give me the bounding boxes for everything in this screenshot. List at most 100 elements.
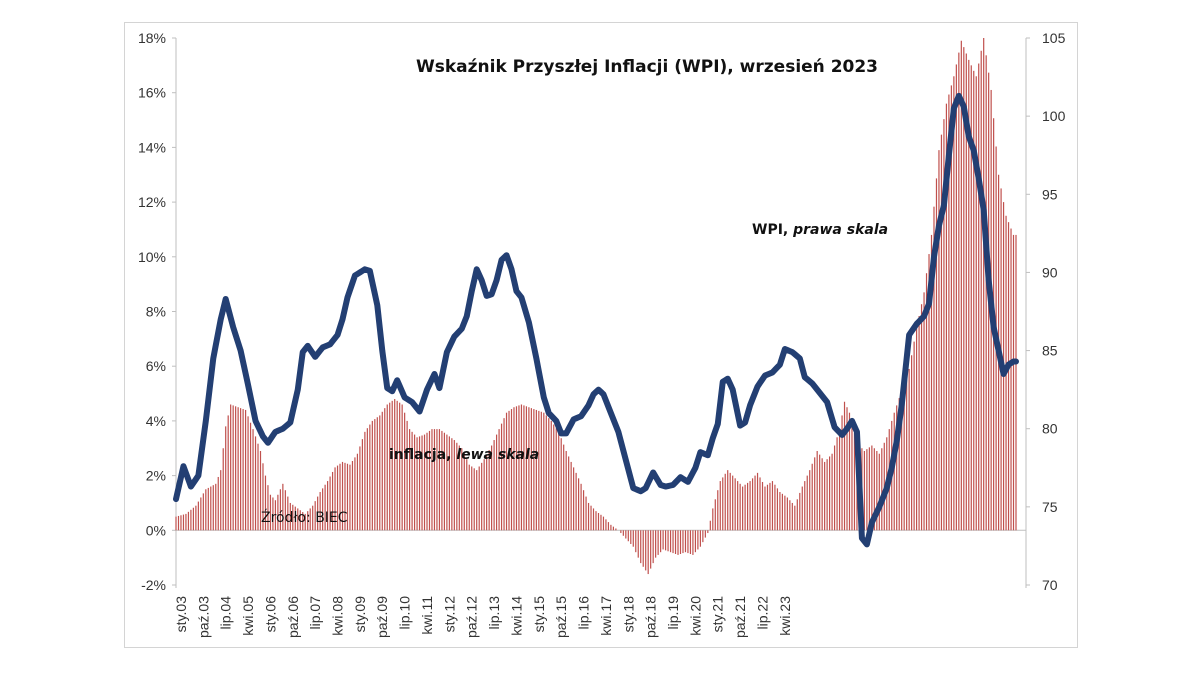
inflation-bar — [391, 400, 393, 531]
inflation-bar — [963, 47, 965, 531]
right-axis-ticks: 70 75 80 85 90 95 100 105 — [1026, 30, 1066, 593]
inflation-bar — [515, 406, 518, 531]
inflation-bar — [901, 390, 903, 531]
left-tick-label: 8% — [146, 304, 166, 320]
inflation-bar — [197, 501, 199, 531]
inflation-bar — [585, 496, 587, 531]
inflation-bar — [727, 470, 729, 531]
inflation-bar — [851, 422, 853, 531]
x-tick-label: lip.19 — [665, 596, 681, 630]
inflation-bar — [602, 516, 605, 531]
inflation-bar — [764, 486, 766, 531]
inflation-bar — [505, 412, 508, 531]
inflation-bar — [796, 499, 798, 531]
x-tick-label: kwi.17 — [598, 596, 614, 636]
inflation-bar — [339, 463, 341, 531]
inflation-bar — [677, 530, 679, 555]
inflation-bar — [945, 103, 948, 531]
inflation-bar — [640, 530, 642, 564]
inflation-bar — [426, 432, 428, 531]
inflation-bar — [336, 465, 339, 531]
inflation-bar — [428, 430, 431, 531]
inflation-bars — [175, 38, 1017, 575]
inflation-bar — [235, 406, 237, 531]
inflation-bar — [314, 501, 316, 531]
inflation-bar — [607, 522, 610, 531]
inflation-bar — [195, 505, 197, 531]
inflation-bar — [960, 40, 962, 531]
inflation-bar — [824, 461, 826, 531]
inflation-bar — [284, 490, 286, 531]
inflation-bar — [968, 59, 970, 531]
right-tick-label: 85 — [1042, 343, 1058, 359]
inflation-bar — [463, 453, 465, 531]
x-tick-label: paź.09 — [374, 596, 390, 638]
inflation-bar — [207, 487, 209, 531]
inflation-bar — [513, 407, 515, 531]
inflation-bar — [399, 402, 401, 531]
inflation-bar — [632, 530, 634, 547]
inflation-bar — [729, 472, 731, 531]
inflation-bar — [655, 530, 657, 558]
inflation-bar — [669, 530, 672, 553]
inflation-bar — [406, 420, 408, 531]
inflation-bar — [180, 515, 182, 531]
inflation-bar — [906, 376, 908, 531]
inflation-bar — [829, 456, 831, 531]
wpi-series-label: WPI, prawa skala — [752, 222, 888, 238]
inflation-bar — [789, 500, 791, 531]
inflation-bar — [769, 482, 771, 531]
left-tick-label: 4% — [146, 413, 166, 429]
inflation-bar — [456, 442, 458, 531]
inflation-bar — [742, 486, 744, 531]
inflation-bar — [816, 450, 818, 531]
inflation-bar — [411, 431, 413, 531]
x-tick-label: sty.15 — [531, 596, 547, 633]
inflation-bar — [573, 467, 575, 531]
inflation-bar — [495, 434, 498, 531]
inflation-bar — [543, 412, 545, 531]
inflation-bar — [896, 405, 898, 531]
inflation-bar — [304, 513, 306, 531]
inflation-bar — [371, 420, 373, 531]
inflation-bar — [863, 450, 865, 531]
x-tick-label: lip.07 — [307, 596, 323, 630]
inflation-bar — [843, 401, 846, 531]
inflation-bar — [744, 484, 746, 531]
inflation-bar — [416, 437, 418, 531]
right-tick-label: 100 — [1042, 108, 1066, 124]
inflation-bar — [254, 436, 257, 531]
inflation-bar — [913, 341, 915, 531]
right-tick-label: 80 — [1042, 421, 1058, 437]
inflation-bar — [754, 475, 756, 531]
left-tick-label: 12% — [138, 194, 166, 210]
inflation-bar — [423, 434, 426, 531]
inflation-bar — [943, 119, 945, 531]
inflation-bar — [379, 415, 381, 531]
inflation-bar — [545, 415, 547, 531]
inflation-bar — [466, 459, 468, 531]
inflation-bar — [530, 408, 532, 531]
inflation-bar — [833, 445, 836, 531]
inflation-bar — [381, 411, 383, 531]
inflation-bar — [448, 436, 450, 531]
inflation-bar — [500, 423, 503, 531]
inflation-bar — [868, 447, 870, 531]
inflation-bar — [182, 514, 185, 531]
inflation-bar — [436, 429, 438, 531]
inflation-bar — [212, 485, 214, 531]
x-axis-ticks: sty.03 paź.03 lip.04 kwi.05 sty.06 paź.06 lip.… — [173, 596, 793, 638]
inflation-bar — [662, 530, 664, 550]
inflation-bar — [826, 459, 828, 531]
inflation-bar — [908, 368, 910, 531]
inflation-bar — [794, 505, 796, 531]
inflation-bar — [679, 530, 682, 554]
inflation-bar — [341, 461, 344, 531]
inflation-bar — [811, 463, 813, 531]
inflation-bar — [791, 502, 793, 531]
inflation-bar — [580, 483, 582, 531]
inflation-bar — [801, 486, 803, 531]
x-tick-label: sty.12 — [441, 596, 457, 633]
inflation-bar — [225, 426, 227, 531]
inflation-bar — [709, 520, 711, 531]
